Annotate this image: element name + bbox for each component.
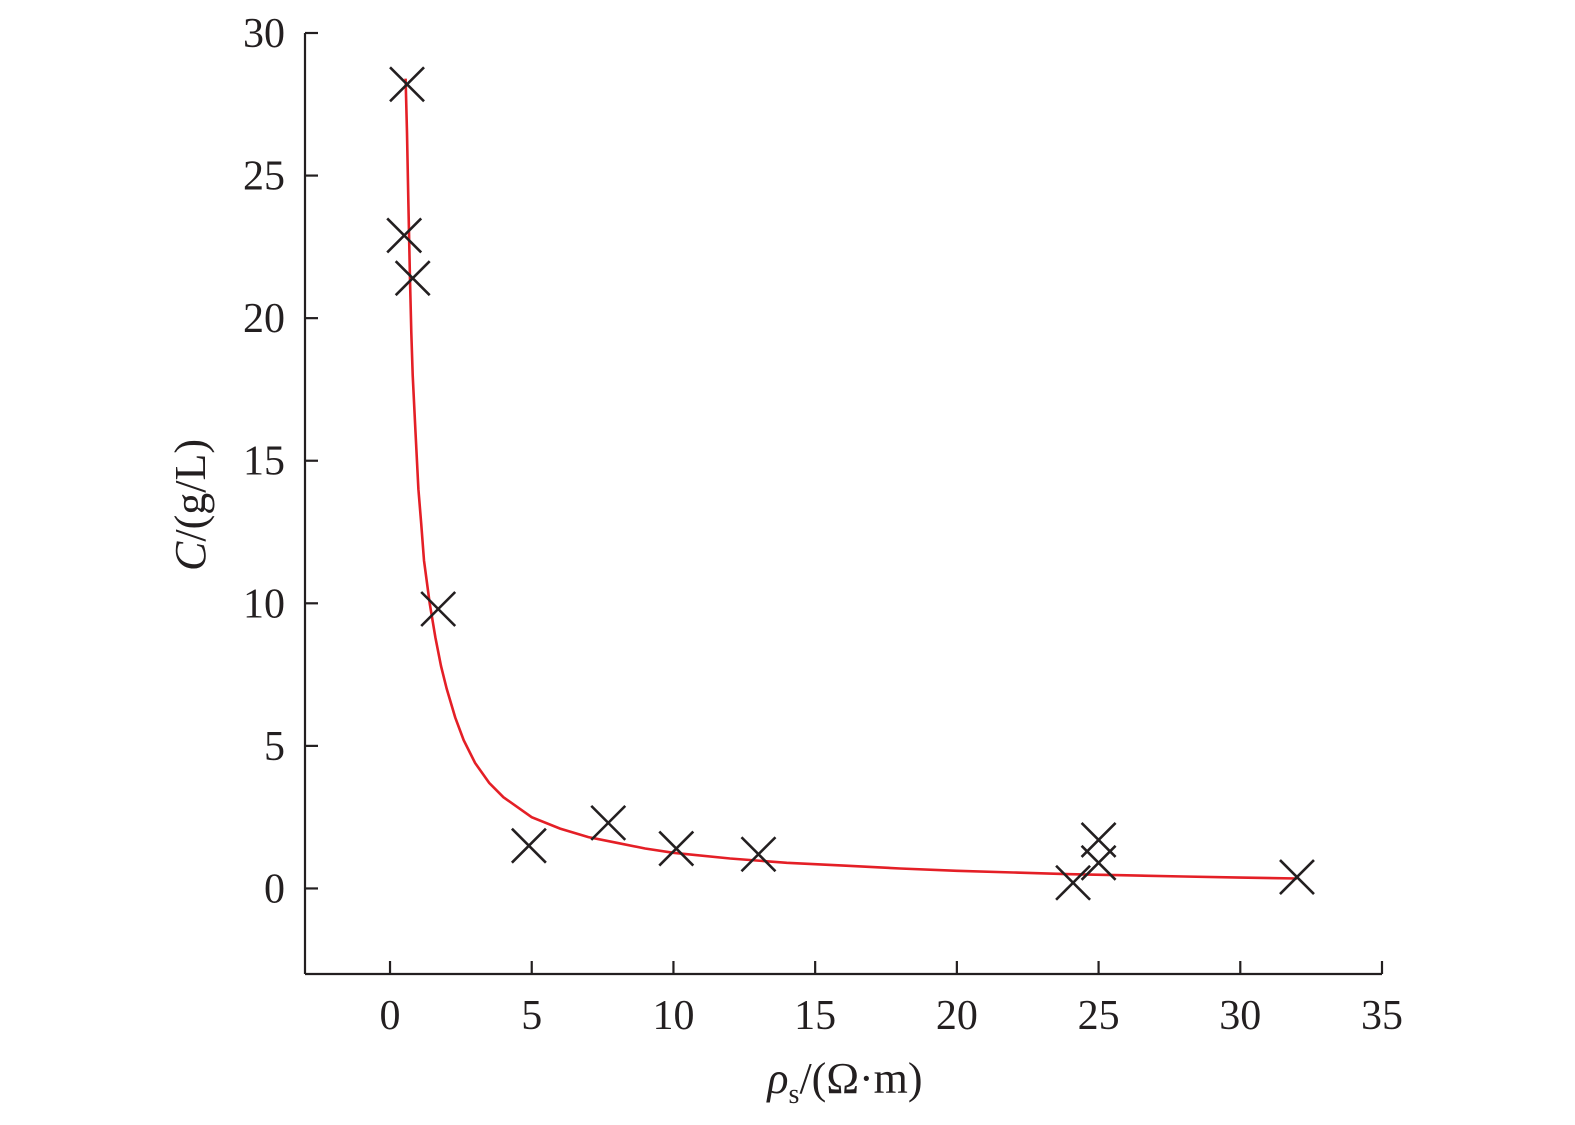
y-tick-label: 25 xyxy=(243,154,285,200)
x-tick-label: 30 xyxy=(1219,993,1261,1039)
fit-curve xyxy=(404,78,1298,880)
x-axis-subscript: s xyxy=(789,1079,800,1110)
x-tick-label: 15 xyxy=(794,993,836,1039)
y-tick-label: 0 xyxy=(264,866,285,912)
y-axis-unit: /(g/L) xyxy=(166,439,215,542)
y-axis-title: C/(g/L) xyxy=(166,439,215,571)
data-point-marker xyxy=(1055,864,1091,901)
x-tick-label: 10 xyxy=(652,993,694,1039)
y-ticks: 0 5 10 15 20 25 30 xyxy=(243,11,318,912)
x-tick-label: 35 xyxy=(1361,993,1403,1039)
data-point-marker xyxy=(510,827,547,864)
y-tick-label: 20 xyxy=(243,296,285,342)
y-tick-label: 5 xyxy=(264,724,285,770)
y-tick-label: 10 xyxy=(243,581,285,627)
x-ticks: 0 5 10 15 20 25 30 35 xyxy=(380,961,1403,1039)
data-point-marker xyxy=(386,217,423,254)
x-tick-label: 5 xyxy=(521,993,542,1039)
y-axis-symbol: C xyxy=(166,541,215,571)
data-point-marker xyxy=(658,830,695,867)
data-point-marker xyxy=(1080,844,1117,881)
x-axis-symbol: ρ xyxy=(765,1054,788,1103)
y-tick-label: 30 xyxy=(243,11,285,57)
x-axis-unit: /(Ω·m) xyxy=(799,1054,922,1103)
y-tick-label: 15 xyxy=(243,439,285,485)
data-point-marker xyxy=(590,804,627,841)
data-point-marker xyxy=(420,591,457,627)
data-point-marker xyxy=(394,260,431,297)
x-tick-label: 0 xyxy=(380,993,401,1039)
x-axis-title: ρs/(Ω·m) xyxy=(765,1054,922,1110)
data-point-marker xyxy=(1279,859,1315,895)
axes xyxy=(303,33,1382,976)
x-tick-label: 20 xyxy=(936,993,978,1039)
data-markers xyxy=(386,66,1315,901)
data-point-marker xyxy=(740,836,777,873)
x-tick-label: 25 xyxy=(1078,993,1120,1039)
data-point-marker xyxy=(389,66,425,103)
